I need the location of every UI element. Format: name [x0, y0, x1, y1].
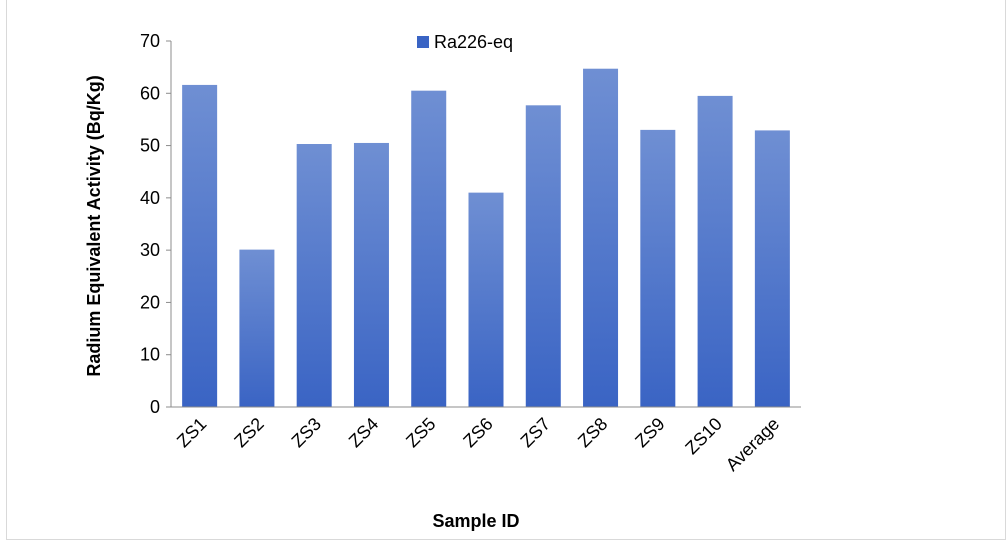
x-tick-label: ZS1 — [173, 414, 210, 451]
bar-zs2 — [239, 249, 275, 407]
bar-zs9 — [640, 129, 676, 407]
y-tick-label: 30 — [140, 240, 160, 260]
bar-zs3 — [296, 144, 332, 407]
y-tick-label: 10 — [140, 345, 160, 365]
x-tick-label: ZS3 — [288, 414, 325, 451]
x-tick-label: ZS7 — [517, 414, 554, 451]
bar-zs7 — [525, 105, 561, 407]
y-tick-label: 20 — [140, 292, 160, 312]
bar-average — [754, 130, 790, 407]
bar-zs10 — [697, 95, 733, 408]
legend-swatch — [417, 36, 429, 48]
x-axis-title: Sample ID — [432, 511, 519, 531]
bar-zs8 — [583, 68, 619, 407]
y-tick-label: 0 — [150, 397, 160, 417]
axes — [166, 41, 801, 408]
bar-zs6 — [468, 192, 504, 407]
y-tick-label: 40 — [140, 188, 160, 208]
legend: Ra226-eq — [417, 32, 513, 52]
legend-label: Ra226-eq — [434, 32, 513, 52]
x-tick-label: ZS4 — [345, 414, 382, 451]
y-tick-label: 60 — [140, 83, 160, 103]
bar-zs5 — [411, 90, 447, 408]
y-tick-label: 70 — [140, 31, 160, 51]
y-axis-ticks: 0 10 20 30 40 50 60 70 — [140, 31, 171, 417]
y-tick-label: 50 — [140, 136, 160, 156]
bar-zs1 — [182, 84, 218, 408]
x-tick-label: ZS8 — [574, 414, 611, 451]
x-tick-label: Average — [722, 414, 783, 475]
bars — [182, 68, 790, 408]
x-tick-label: ZS9 — [631, 414, 668, 451]
x-tick-label: ZS6 — [459, 414, 496, 451]
y-axis-title: Radium Equivalent Activity (Bq/Kg) — [84, 75, 104, 376]
x-tick-label: ZS10 — [681, 414, 726, 459]
x-tick-label: ZS2 — [230, 414, 267, 451]
bar-zs4 — [353, 142, 389, 407]
x-tick-label: ZS5 — [402, 414, 439, 451]
